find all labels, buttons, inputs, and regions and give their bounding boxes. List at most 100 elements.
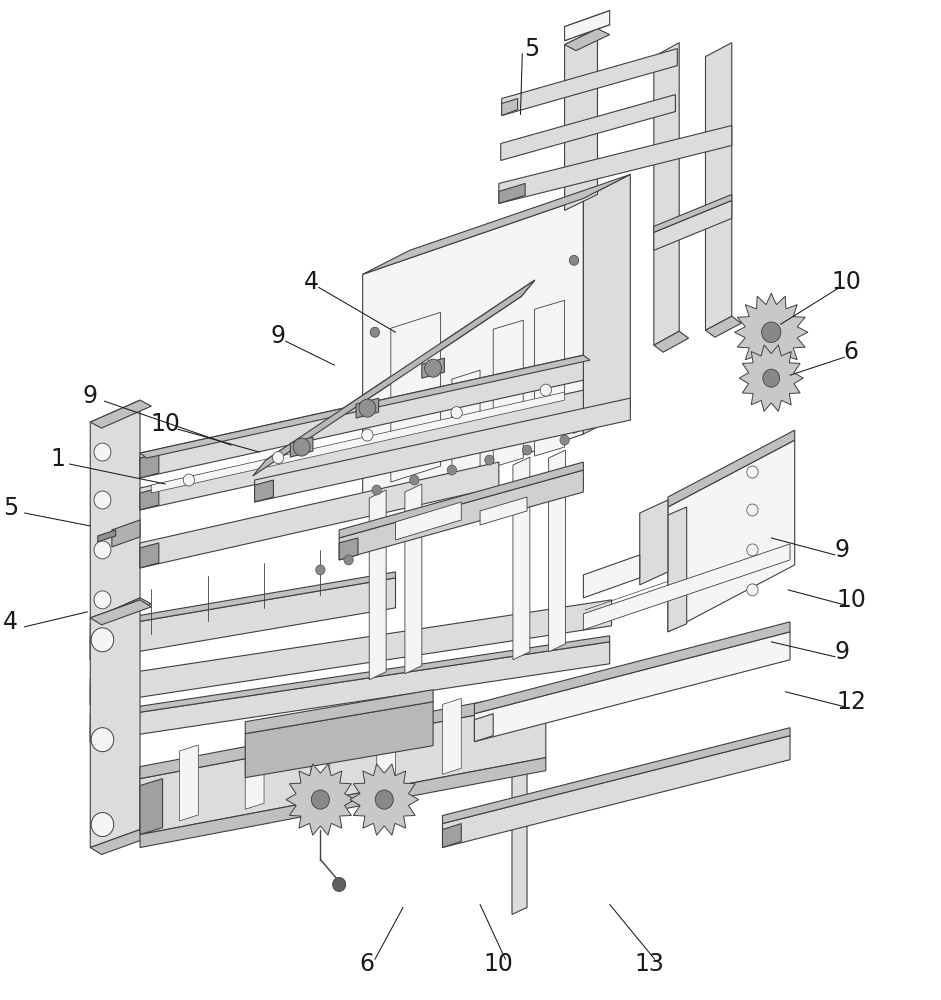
- Polygon shape: [654, 200, 732, 250]
- Polygon shape: [583, 544, 790, 630]
- Polygon shape: [90, 572, 395, 630]
- Circle shape: [94, 591, 111, 609]
- Polygon shape: [395, 502, 461, 540]
- Polygon shape: [502, 99, 518, 116]
- Circle shape: [343, 555, 353, 565]
- Circle shape: [311, 790, 329, 809]
- Circle shape: [447, 465, 456, 475]
- Polygon shape: [442, 728, 790, 824]
- Text: 10: 10: [832, 270, 861, 294]
- Circle shape: [485, 455, 494, 465]
- Polygon shape: [140, 462, 499, 568]
- Circle shape: [359, 399, 375, 417]
- Polygon shape: [140, 690, 546, 779]
- Polygon shape: [493, 320, 523, 467]
- Circle shape: [540, 384, 551, 396]
- Polygon shape: [565, 29, 610, 51]
- Polygon shape: [654, 43, 679, 345]
- Circle shape: [375, 790, 393, 809]
- Text: 5: 5: [3, 496, 18, 520]
- Text: 6: 6: [359, 952, 375, 976]
- Polygon shape: [501, 95, 676, 160]
- Text: 10: 10: [837, 588, 866, 612]
- Polygon shape: [442, 824, 461, 848]
- Polygon shape: [255, 480, 274, 502]
- Polygon shape: [90, 600, 152, 625]
- Polygon shape: [152, 392, 565, 493]
- Polygon shape: [422, 358, 444, 378]
- Circle shape: [747, 504, 758, 516]
- Polygon shape: [583, 555, 640, 598]
- Circle shape: [569, 255, 579, 265]
- Polygon shape: [549, 450, 566, 652]
- Polygon shape: [286, 764, 355, 835]
- Circle shape: [747, 466, 758, 478]
- Circle shape: [372, 485, 381, 495]
- Polygon shape: [480, 497, 527, 525]
- Text: 9: 9: [271, 324, 286, 348]
- Polygon shape: [474, 632, 790, 742]
- Polygon shape: [90, 679, 112, 705]
- Polygon shape: [98, 530, 116, 542]
- Polygon shape: [474, 622, 790, 714]
- Text: 12: 12: [837, 690, 866, 714]
- Polygon shape: [90, 600, 612, 705]
- Circle shape: [747, 584, 758, 596]
- Polygon shape: [668, 430, 795, 507]
- Polygon shape: [311, 722, 329, 798]
- Polygon shape: [90, 630, 112, 660]
- Circle shape: [183, 474, 195, 486]
- Circle shape: [370, 327, 379, 337]
- Polygon shape: [502, 49, 678, 116]
- Text: 10: 10: [151, 412, 181, 436]
- Polygon shape: [534, 300, 565, 456]
- Polygon shape: [140, 355, 590, 458]
- Text: 4: 4: [3, 610, 18, 634]
- Polygon shape: [583, 174, 630, 434]
- Polygon shape: [474, 714, 493, 742]
- Circle shape: [315, 565, 325, 575]
- Text: 1: 1: [50, 447, 65, 471]
- Text: 4: 4: [304, 270, 318, 294]
- Polygon shape: [513, 457, 530, 660]
- Polygon shape: [246, 690, 433, 734]
- Circle shape: [763, 369, 780, 387]
- Circle shape: [94, 491, 111, 509]
- Polygon shape: [668, 507, 687, 632]
- Circle shape: [91, 728, 114, 752]
- Circle shape: [94, 443, 111, 461]
- Polygon shape: [140, 355, 583, 478]
- Polygon shape: [356, 398, 378, 418]
- Circle shape: [560, 435, 569, 445]
- Polygon shape: [362, 174, 630, 274]
- Polygon shape: [350, 764, 419, 835]
- Circle shape: [332, 877, 345, 891]
- Circle shape: [294, 438, 310, 456]
- Polygon shape: [246, 733, 264, 809]
- Polygon shape: [654, 331, 689, 352]
- Polygon shape: [90, 830, 152, 855]
- Polygon shape: [376, 710, 395, 786]
- Polygon shape: [180, 745, 199, 821]
- Polygon shape: [291, 437, 312, 457]
- Text: 9: 9: [834, 640, 849, 664]
- Text: 6: 6: [843, 340, 858, 364]
- Polygon shape: [90, 600, 140, 848]
- Polygon shape: [90, 642, 610, 742]
- Polygon shape: [90, 400, 140, 620]
- Polygon shape: [369, 490, 386, 680]
- Polygon shape: [706, 316, 742, 337]
- Text: 10: 10: [484, 952, 514, 976]
- Polygon shape: [140, 390, 583, 510]
- Polygon shape: [339, 470, 583, 560]
- Polygon shape: [246, 702, 433, 778]
- Polygon shape: [140, 543, 159, 568]
- Polygon shape: [255, 398, 630, 502]
- Polygon shape: [90, 720, 112, 742]
- Circle shape: [370, 493, 379, 503]
- Polygon shape: [512, 742, 527, 914]
- Circle shape: [747, 544, 758, 556]
- Polygon shape: [362, 198, 583, 510]
- Polygon shape: [140, 702, 546, 835]
- Circle shape: [91, 813, 114, 837]
